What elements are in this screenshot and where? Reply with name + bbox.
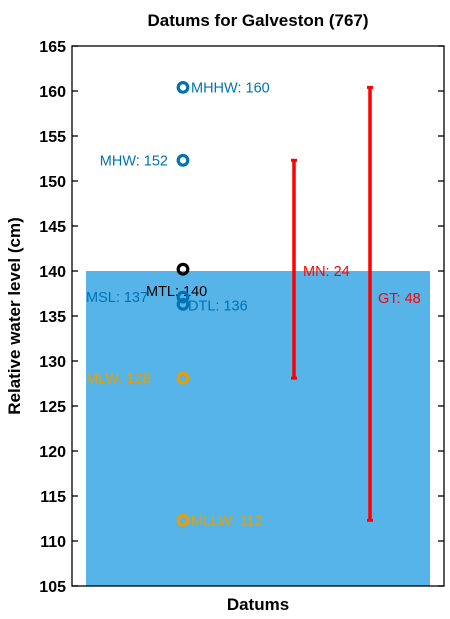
x-axis-label: Datums bbox=[227, 595, 289, 614]
y-tick-label: 110 bbox=[40, 534, 66, 551]
datum-label-msl: MSL: 137 bbox=[86, 290, 148, 306]
datum-marker-dtl bbox=[176, 297, 190, 311]
y-tick-label: 115 bbox=[40, 489, 66, 506]
y-axis-label: Relative water level (cm) bbox=[5, 217, 24, 414]
datum-label-mhhw: MHHW: 160 bbox=[191, 80, 270, 96]
datum-label-mtl: MTL: 140 bbox=[146, 284, 207, 300]
y-tick-label: 105 bbox=[39, 579, 66, 596]
datum-label-dtl: DTL: 136 bbox=[188, 298, 248, 314]
datum-marker-msl bbox=[176, 290, 190, 304]
datum-marker-mlw bbox=[176, 371, 190, 385]
y-tick-label: 150 bbox=[39, 174, 66, 191]
plot-area: 105 110 115 120 125 130 135 140 145 150 155 160 165 M… bbox=[39, 39, 445, 596]
datum-label-mllw: MLLW: 112 bbox=[191, 513, 263, 529]
gt-range-label: GT: 48 bbox=[378, 291, 421, 307]
chart-title: Datums for Galveston (767) bbox=[147, 11, 368, 30]
y-tick-label: 155 bbox=[39, 129, 66, 146]
water-level-fill bbox=[86, 271, 430, 586]
datum-label-mhw: MHW: 152 bbox=[100, 153, 168, 169]
y-tick-label: 140 bbox=[39, 264, 66, 281]
datum-label-mlw: MLW: 128 bbox=[86, 371, 151, 387]
datum-marker-mllw bbox=[176, 513, 190, 527]
datum-marker-mtl bbox=[176, 262, 190, 276]
y-tick-label: 160 bbox=[39, 84, 66, 101]
y-tick-label: 120 bbox=[39, 444, 66, 461]
y-tick-label: 145 bbox=[39, 219, 66, 236]
y-tick-label: 165 bbox=[39, 39, 66, 56]
y-tick-label: 130 bbox=[39, 354, 66, 371]
datum-marker-mhw bbox=[176, 153, 190, 167]
mn-range-label: MN: 24 bbox=[303, 264, 350, 280]
y-tick-label: 125 bbox=[39, 399, 66, 416]
datum-marker-mhhw bbox=[176, 80, 190, 94]
y-tick-label: 135 bbox=[39, 309, 66, 326]
